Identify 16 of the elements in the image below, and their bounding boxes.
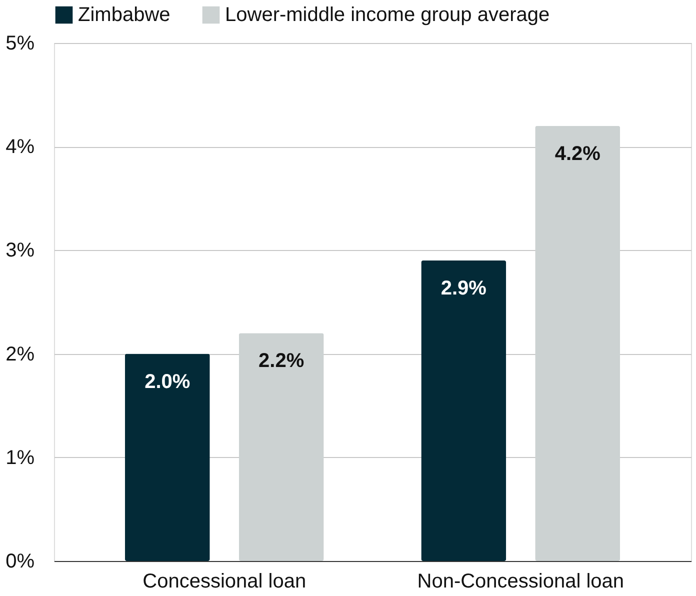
legend-label: Lower-middle income group average — [225, 4, 550, 26]
y-tick-label: 0% — [6, 550, 35, 572]
y-tick-label: 2% — [6, 343, 35, 366]
x-tick-label: Concessional loan — [142, 570, 306, 592]
x-tick-label: Non-Concessional loan — [417, 570, 624, 592]
data-label: 4.2% — [554, 142, 601, 165]
y-tick-label: 3% — [6, 240, 35, 262]
y-tick-label: 5% — [6, 32, 35, 54]
legend-label: Zimbabwe — [78, 4, 170, 26]
data-label: 2.0% — [144, 370, 190, 393]
bar — [124, 354, 210, 561]
y-tick-label: 1% — [6, 446, 35, 469]
data-label: 2.9% — [440, 278, 487, 300]
bar — [421, 260, 506, 561]
data-label: 2.2% — [258, 350, 304, 372]
y-tick-label: 4% — [6, 136, 35, 158]
